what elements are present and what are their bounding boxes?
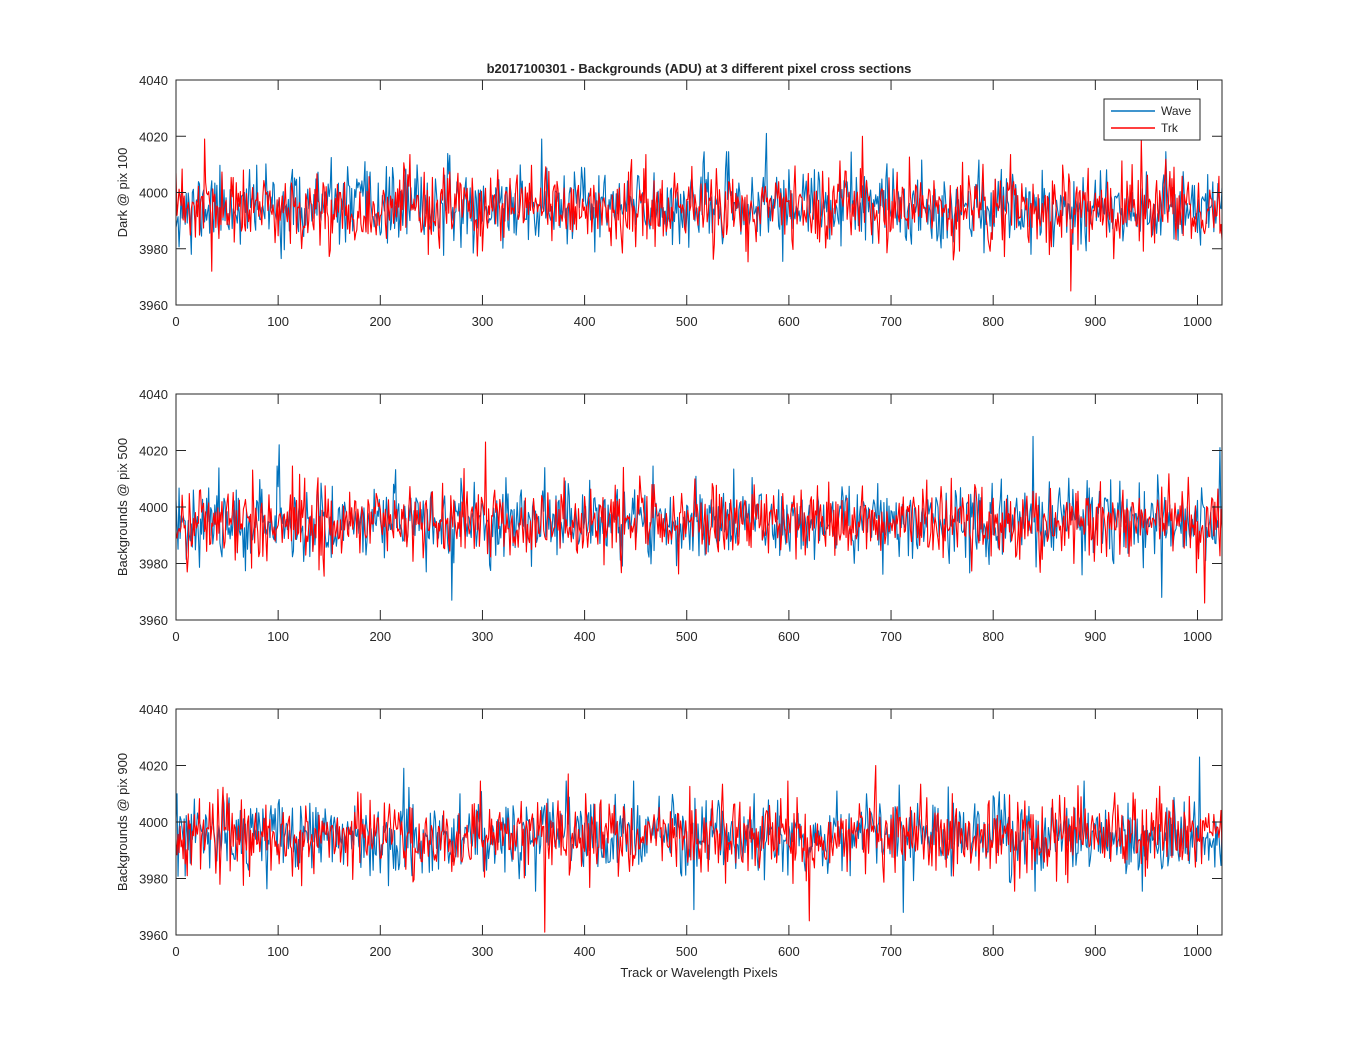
x-tick-label: 0 [172,629,179,644]
y-axis-label: Dark @ pix 100 [115,148,130,238]
x-tick-label: 500 [676,314,698,329]
y-tick-label: 4020 [139,759,168,774]
x-tick-label: 300 [472,629,494,644]
y-tick-label: 3960 [139,613,168,628]
x-axis-label: Track or Wavelength Pixels [620,965,778,980]
legend-label-trk: Trk [1161,121,1179,135]
x-tick-label: 200 [369,944,391,959]
series-trk-line [176,441,1222,604]
x-tick-label: 300 [472,944,494,959]
x-tick-label: 0 [172,944,179,959]
x-tick-label: 1000 [1183,944,1212,959]
series-trk-line [176,135,1222,292]
x-tick-label: 700 [880,629,902,644]
x-tick-label: 500 [676,629,698,644]
y-tick-label: 3960 [139,298,168,313]
y-tick-label: 3980 [139,872,168,887]
x-tick-label: 600 [778,629,800,644]
y-tick-label: 4040 [139,702,168,717]
y-tick-label: 4020 [139,444,168,459]
x-tick-label: 900 [1084,944,1106,959]
y-axis-label: Backgrounds @ pix 500 [115,438,130,576]
y-tick-label: 3980 [139,557,168,572]
x-tick-label: 700 [880,944,902,959]
x-tick-label: 100 [267,629,289,644]
x-tick-label: 800 [982,944,1004,959]
panel-2: 0 100 200 300 400 500 600 700 800 900 1000 3960 3980… [115,387,1223,644]
series-wave-line [176,756,1222,913]
panel-3: 0 100 200 300 400 500 600 700 800 900 1000 3960 3980… [115,702,1223,959]
x-tick-label: 0 [172,314,179,329]
x-tick-label: 400 [574,944,596,959]
x-tick-label: 100 [267,944,289,959]
y-tick-label: 4000 [139,186,168,201]
y-tick-label: 3980 [139,242,168,257]
x-tick-label: 300 [472,314,494,329]
series-wave-line [176,132,1222,262]
x-tick-label: 900 [1084,314,1106,329]
x-tick-label: 400 [574,629,596,644]
y-tick-label: 4020 [139,129,168,144]
x-tick-label: 1000 [1183,314,1212,329]
x-tick-label: 400 [574,314,596,329]
x-tick-label: 100 [267,314,289,329]
panels: 0 100 200 300 400 500 600 700 800 900 100039603980… [115,73,1223,959]
x-tick-label: 200 [369,314,391,329]
y-tick-label: 3960 [139,928,168,943]
x-tick-label: 1000 [1183,629,1212,644]
y-tick-label: 4000 [139,815,168,830]
x-tick-label: 200 [369,629,391,644]
legend: Wave Trk [1103,98,1201,141]
x-tick-label: 600 [778,314,800,329]
x-tick-label: 800 [982,629,1004,644]
legend-box [1103,98,1201,141]
series-trk-line [176,764,1222,933]
y-tick-label: 4040 [139,73,168,88]
figure-title: b2017100301 - Backgrounds (ADU) at 3 dif… [487,61,912,76]
x-tick-label: 800 [982,314,1004,329]
y-tick-label: 4000 [139,500,168,515]
x-tick-label: 600 [778,944,800,959]
x-tick-label: 500 [676,944,698,959]
x-tick-label: 900 [1084,629,1106,644]
panel-1: 0 100 200 300 400 500 600 700 800 900 1000 3960 3980… [115,73,1223,329]
y-tick-label: 4040 [139,387,168,402]
y-axis-label: Backgrounds @ pix 900 [115,753,130,891]
legend-label-wave: Wave [1161,104,1192,118]
x-tick-label: 700 [880,314,902,329]
